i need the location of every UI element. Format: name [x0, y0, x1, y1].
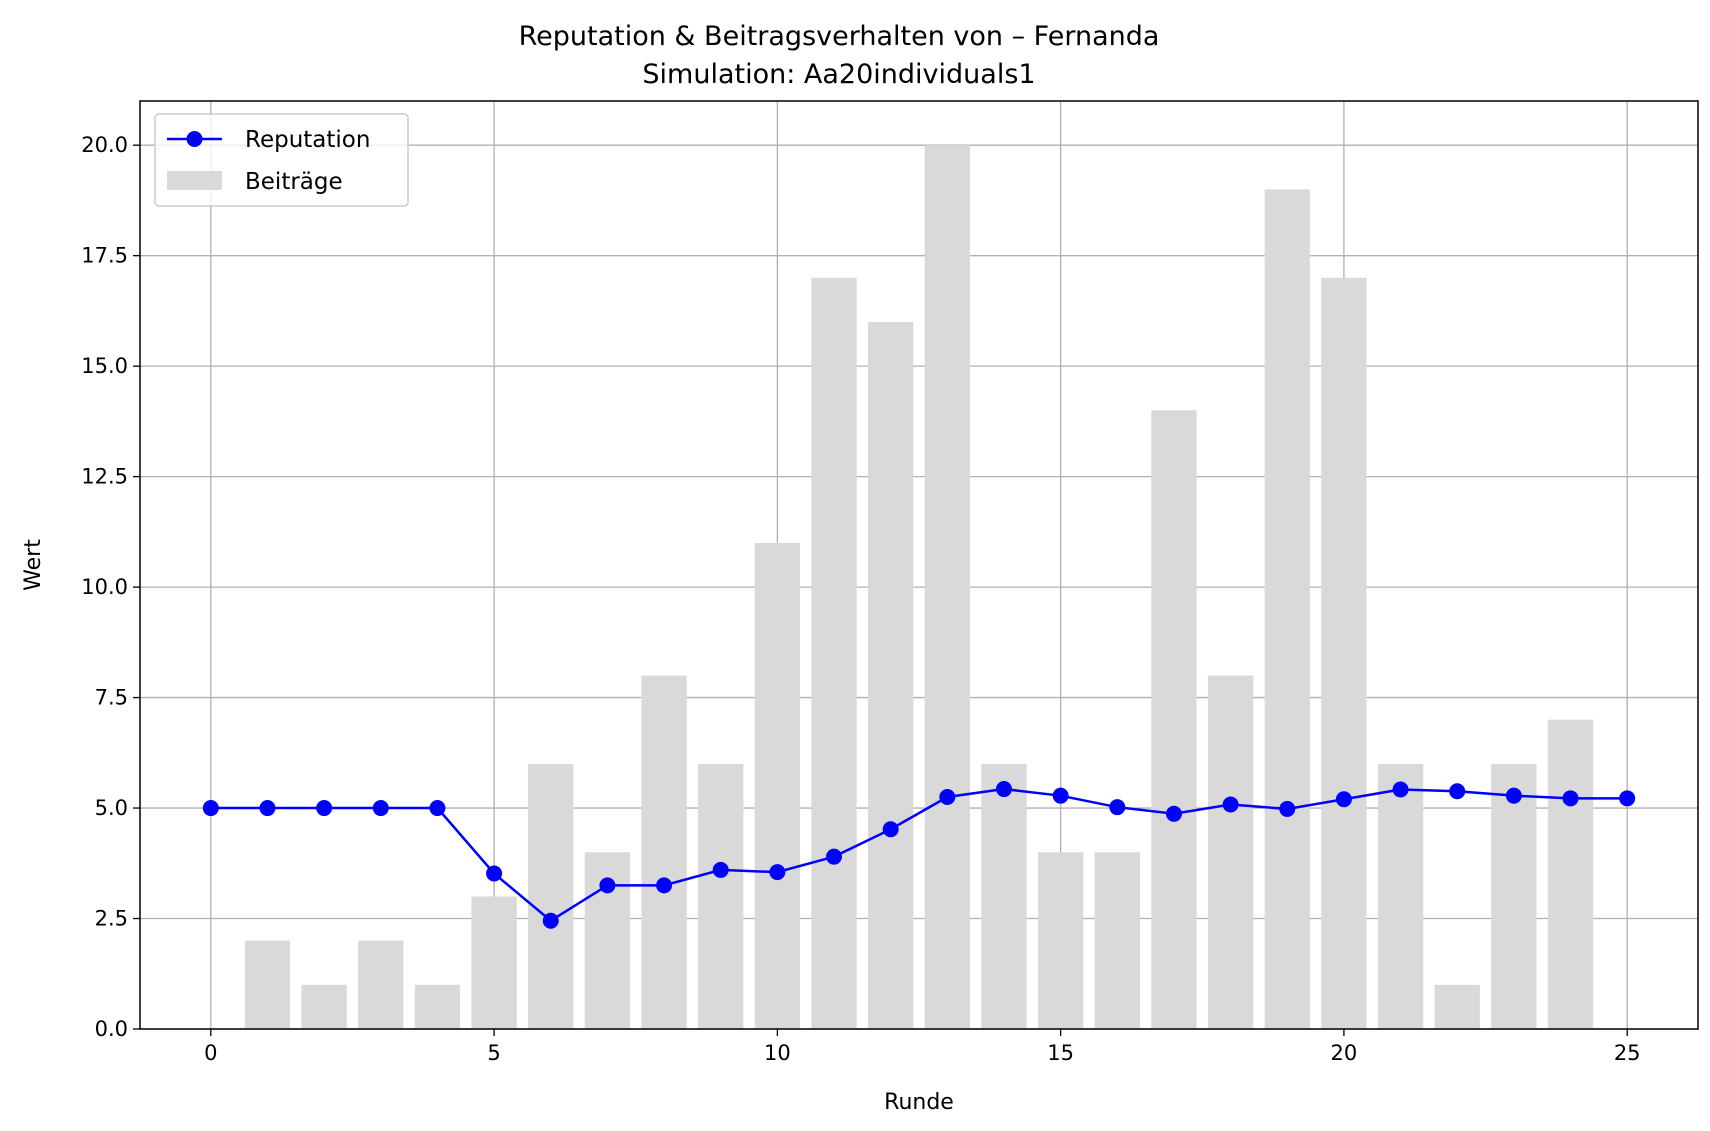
reputation-point [1109, 799, 1126, 816]
y-tick-label: 7.5 [95, 686, 128, 710]
reputation-point [1335, 791, 1352, 808]
reputation-point [1052, 787, 1069, 804]
bar-beitraege [414, 984, 461, 1029]
x-tick-label: 0 [204, 1041, 217, 1065]
reputation-point [202, 800, 219, 817]
bar-beitraege [868, 321, 914, 1029]
reputation-point [1505, 787, 1522, 804]
legend-beitraege-label: Beiträge [245, 169, 343, 195]
bar-beitraege [641, 675, 687, 1029]
y-tick-label: 17.5 [81, 244, 128, 268]
reputation-point [769, 864, 786, 881]
x-axis-ticks: 0 5 10 15 20 25 [204, 1029, 1641, 1065]
x-tick-label: 5 [487, 1041, 500, 1065]
reputation-point [372, 800, 389, 817]
reputation-point [1279, 800, 1296, 817]
bar-beitraege [1207, 675, 1254, 1029]
x-axis-label: Runde [884, 1090, 954, 1115]
reputation-line [210, 787, 1628, 923]
reputation-point [712, 861, 729, 878]
reputation-point [599, 877, 616, 894]
bar-beitraege [1321, 277, 1367, 1029]
y-tick-label: 20.0 [81, 133, 128, 157]
reputation-point [939, 789, 956, 805]
y-tick-label: 5.0 [95, 796, 128, 820]
y-axis-ticks: 0.0 2.5 5.0 7.5 10.0 12.5 15.0 17.5 20.0 [81, 133, 140, 1041]
y-tick-label: 12.5 [81, 465, 128, 489]
bar-beitraege [358, 940, 404, 1029]
y-tick-label: 15.0 [81, 354, 128, 378]
legend-beitraege-swatch [167, 171, 222, 190]
x-tick-label: 15 [1047, 1041, 1074, 1065]
bar-beitraege [924, 145, 970, 1029]
reputation-point [542, 912, 559, 929]
x-tick-label: 20 [1331, 1041, 1358, 1065]
reputation-point [1165, 805, 1182, 822]
y-tick-label: 2.5 [95, 907, 128, 931]
bar-beitraege [1037, 852, 1084, 1029]
bar-beitraege [811, 277, 857, 1029]
bar-beitraege [1377, 763, 1424, 1029]
reputation-point [259, 800, 276, 817]
y-axis-label: Wert [21, 539, 46, 591]
bar-beitraege [698, 763, 744, 1029]
plot-frame [139, 100, 1699, 1030]
bar-beitraege [1491, 763, 1537, 1029]
reputation-point [1619, 790, 1636, 807]
bar-beitraege [471, 896, 517, 1029]
reputation-point [1562, 790, 1579, 807]
chart-subtitle: Simulation: Aa20individuals1 [642, 59, 1035, 90]
reputation-point [995, 781, 1012, 798]
x-tick-label: 25 [1614, 1041, 1641, 1065]
x-tick-label: 10 [764, 1041, 791, 1065]
reputation-point [656, 877, 673, 894]
y-tick-label: 0.0 [95, 1017, 128, 1041]
y-tick-label: 10.0 [81, 575, 128, 599]
chart-title: Reputation & Beitragsverhalten von – Fer… [519, 21, 1160, 52]
reputation-point [882, 821, 899, 838]
bar-beitraege [1434, 984, 1480, 1029]
bar-beitraege [1151, 410, 1197, 1029]
legend-reputation-label: Reputation [245, 127, 370, 153]
reputation-point [316, 800, 333, 817]
bar-beitraege [1094, 852, 1140, 1029]
reputation-point [429, 800, 446, 817]
bar-beitraege [301, 984, 347, 1029]
bar-beitraege [981, 763, 1027, 1029]
reputation-point [826, 848, 843, 865]
bar-beitraege [1547, 719, 1594, 1029]
bars-beitraege [244, 145, 1594, 1029]
legend: Reputation Beiträge [154, 113, 409, 207]
reputation-point [1449, 783, 1466, 800]
reputation-point [1392, 781, 1409, 798]
reputation-point [1222, 796, 1239, 813]
bar-beitraege [754, 542, 801, 1029]
line-reputation [202, 781, 1636, 929]
bar-beitraege [528, 763, 574, 1029]
legend-reputation-marker [186, 131, 203, 147]
reputation-point [486, 865, 503, 882]
bar-beitraege [1264, 189, 1310, 1029]
bar-beitraege [244, 940, 291, 1029]
